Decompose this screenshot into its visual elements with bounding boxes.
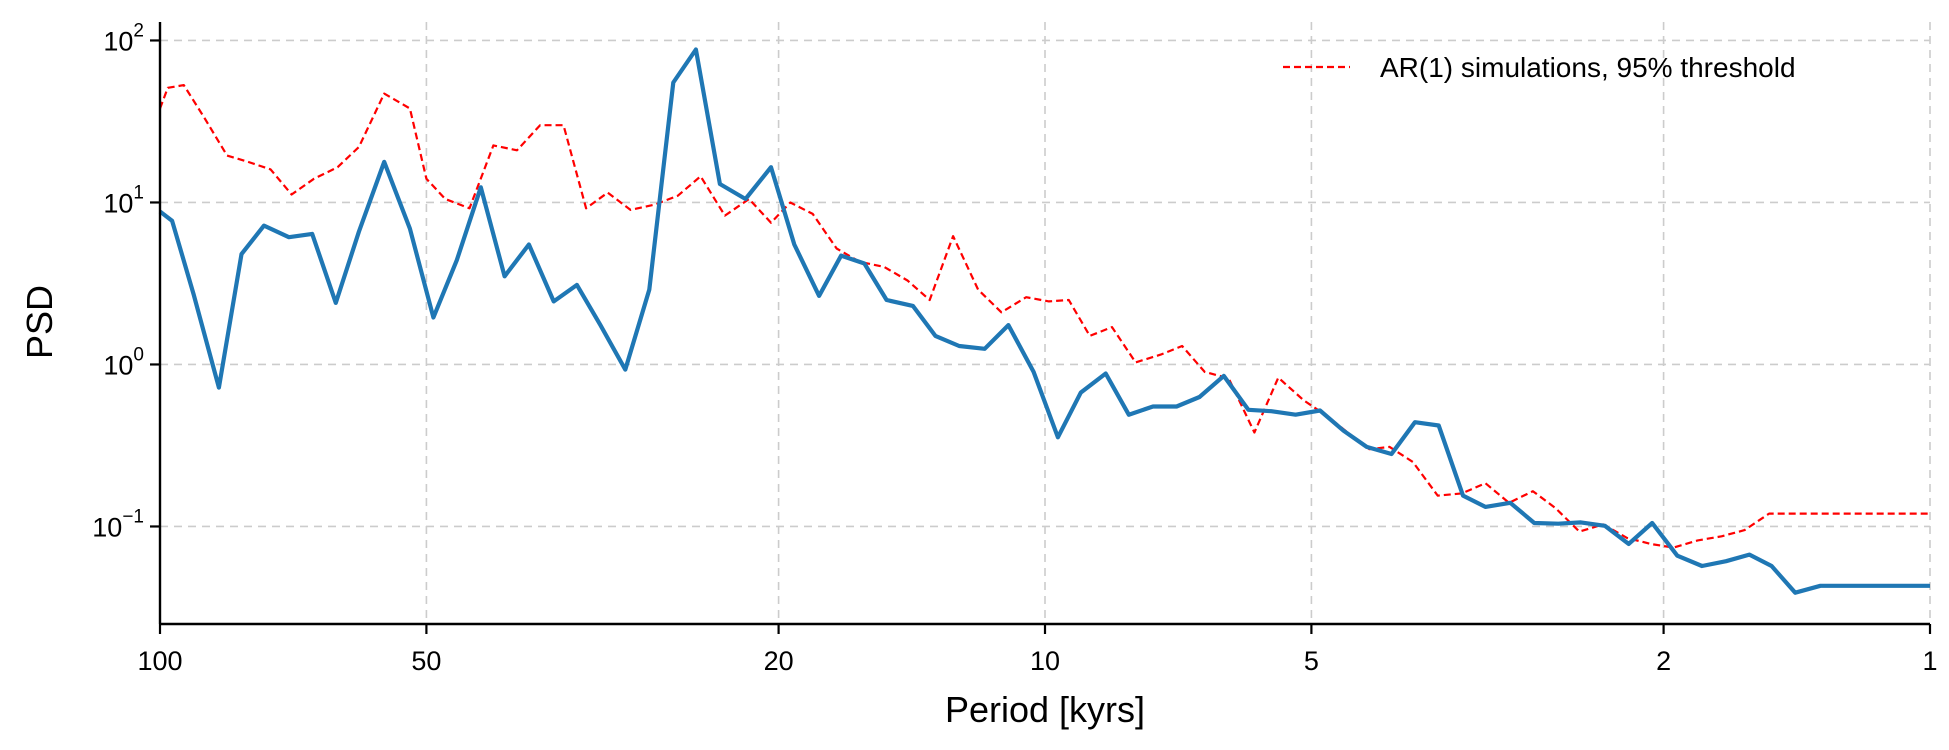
y-tick-base: 10 xyxy=(103,350,133,380)
y-tick-base: 10 xyxy=(103,188,133,218)
series-layer xyxy=(158,47,1930,595)
x-tick-label: 1 xyxy=(1922,646,1937,676)
series-line-ar1-threshold xyxy=(158,83,1930,549)
y-tick-base: 10 xyxy=(92,512,122,542)
legend-label-ar1: AR(1) simulations, 95% threshold xyxy=(1380,52,1796,83)
grid xyxy=(160,22,1931,624)
y-tick-exponent: 1 xyxy=(133,182,144,203)
x-axis-label: Period [kyrs] xyxy=(945,689,1145,730)
y-tick-exponent: 0 xyxy=(133,344,144,365)
y-tick-label: 100 xyxy=(103,344,144,380)
y-tick-label: 10−1 xyxy=(92,506,144,542)
y-tick-label: 102 xyxy=(103,20,144,56)
x-tick-label: 2 xyxy=(1656,646,1671,676)
x-tick-label: 100 xyxy=(137,646,182,676)
legend: AR(1) simulations, 95% threshold xyxy=(1283,52,1796,83)
y-tick-exponent: 2 xyxy=(133,20,144,41)
y-tick-exponent: −1 xyxy=(122,506,144,527)
x-tick-label: 5 xyxy=(1304,646,1319,676)
x-tick-label: 10 xyxy=(1030,646,1060,676)
y-axis-label: PSD xyxy=(19,285,60,359)
x-tick-label: 20 xyxy=(764,646,794,676)
y-tick-label: 101 xyxy=(103,182,144,218)
y-tick-base: 10 xyxy=(103,26,133,56)
x-tick-label: 50 xyxy=(411,646,441,676)
series-line-psd xyxy=(158,47,1930,595)
